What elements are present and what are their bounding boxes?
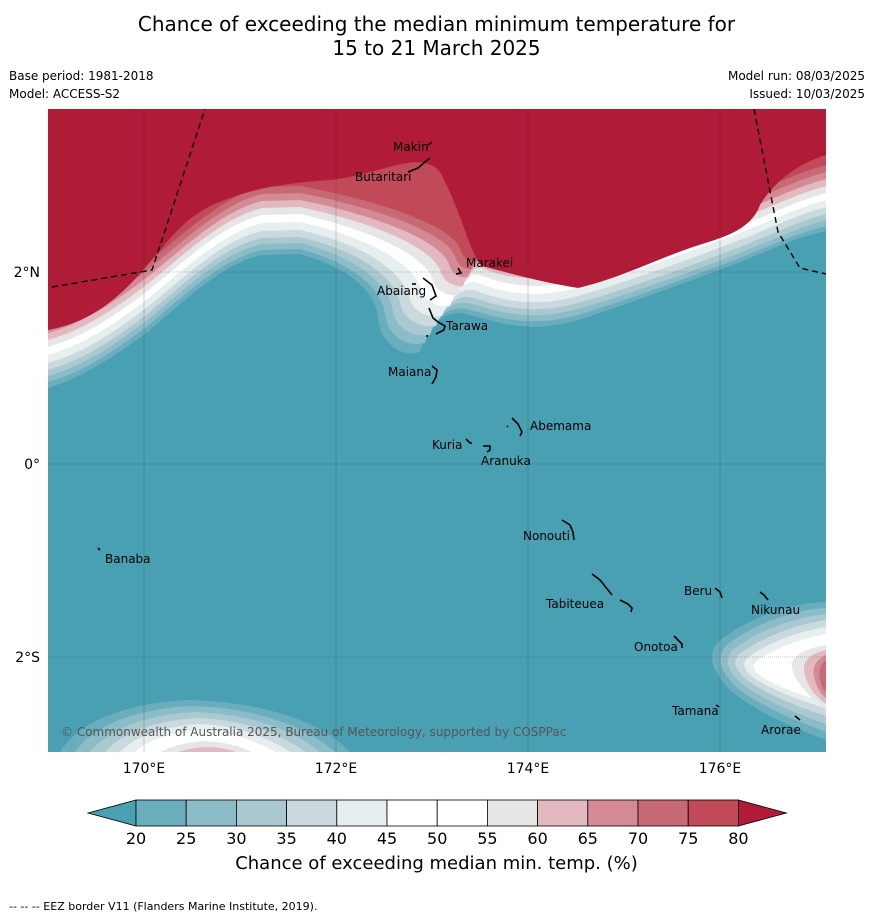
- colorbar-tick-label: 80: [728, 829, 748, 848]
- colorbar-tick-label: 30: [226, 829, 246, 848]
- place-label-abemama: Abemama: [530, 419, 591, 433]
- islands: [97, 141, 801, 721]
- lon-label-170e: 170°E: [123, 761, 166, 777]
- colorbar-tick-label: 40: [327, 829, 347, 848]
- colorbar-bin: [687, 799, 739, 827]
- colorbar-tick-label: 75: [678, 829, 698, 848]
- place-label-nikunau: Nikunau: [751, 603, 800, 617]
- colorbar-tick-label: 50: [427, 829, 447, 848]
- colorbar-bin: [637, 799, 689, 827]
- axis-labels: 2°N 0° 2°S 170°E 172°E 174°E 176°E: [14, 265, 742, 777]
- lon-label-172e: 172°E: [315, 761, 358, 777]
- colorbar-bin: [185, 799, 237, 827]
- meridians: [143, 109, 721, 752]
- place-label-banaba: Banaba: [105, 552, 151, 566]
- colorbar-tick-label: 65: [578, 829, 598, 848]
- colorbar-tick-label: 45: [377, 829, 397, 848]
- place-label-tarawa: Tarawa: [445, 319, 488, 333]
- lat-label-0: 0°: [24, 457, 40, 473]
- colorbar-tick-label: 20: [126, 829, 146, 848]
- lat-label-2s: 2°S: [15, 650, 40, 666]
- place-label-tamana: Tamana: [671, 704, 719, 718]
- colorbar-bin: [486, 799, 538, 827]
- place-label-maiana: Maiana: [388, 365, 431, 379]
- map-title: Chance of exceeding the median minimum t…: [0, 12, 873, 60]
- place-label-aranuka: Aranuka: [481, 454, 531, 468]
- map-panel: [48, 109, 826, 752]
- title-line-1: Chance of exceeding the median minimum t…: [137, 12, 736, 36]
- colorbar-bin: [436, 799, 488, 827]
- place-label-onotoa: Onotoa: [634, 640, 678, 654]
- colorbar-bin: [235, 799, 287, 827]
- colorbar-min-arrow: [86, 799, 137, 827]
- place-label-marakei: Marakei: [466, 256, 513, 270]
- lon-label-174e: 174°E: [507, 761, 550, 777]
- place-label-makin: Makin: [393, 140, 429, 154]
- place-label-butaritari: Butaritari: [355, 170, 412, 184]
- southwest-contours: [60, 700, 350, 752]
- southeast-contours: [711, 602, 826, 740]
- title-line-2: 15 to 21 March 2025: [332, 36, 541, 60]
- place-label-arorae: Arorae: [761, 723, 801, 737]
- lat-label-2n: 2°N: [14, 265, 40, 281]
- base-period: Base period: 1981-2018: [9, 69, 154, 83]
- place-label-beru: Beru: [684, 584, 712, 598]
- gridlines: [48, 271, 826, 658]
- model-name: Model: ACCESS-S2: [9, 87, 121, 101]
- colorbar-bin: [587, 799, 639, 827]
- eez-footnote: -- -- -- EEZ border V11 (Flanders Marine…: [9, 900, 318, 913]
- model-run: Model run: 08/03/2025: [727, 69, 865, 83]
- colorbar-bin: [537, 799, 589, 827]
- place-label-kuria: Kuria: [432, 438, 463, 452]
- north-contours: [48, 109, 826, 388]
- place-label-nonouti: Nonouti: [523, 529, 570, 543]
- colorbar-tick-label: 25: [176, 829, 196, 848]
- colorbar-tick-label: 70: [628, 829, 648, 848]
- colorbar-max-arrow: [738, 799, 788, 827]
- issued-date: Issued: 10/03/2025: [749, 87, 865, 101]
- eez-border: [51, 109, 826, 288]
- colorbar-tick-label: 35: [276, 829, 296, 848]
- colorbar: 20 25 30 35 40 45 50 55 60 65 70 75 80: [86, 799, 788, 848]
- place-label-abaiang: Abaiang: [377, 284, 426, 298]
- colorbar-bin: [336, 799, 388, 827]
- colorbar-bin: [286, 799, 338, 827]
- colorbar-tick-label: 60: [527, 829, 547, 848]
- colorbar-label: Chance of exceeding median min. temp. (%…: [235, 853, 638, 874]
- lon-label-176e: 176°E: [699, 761, 742, 777]
- colorbar-tick-label: 55: [477, 829, 497, 848]
- place-labels: Makin Butaritari Marakei Abaiang Tarawa …: [105, 140, 801, 737]
- colorbar-bin: [135, 799, 187, 827]
- place-label-tabiteuea: Tabiteuea: [545, 597, 604, 611]
- copyright-notice: © Commonwealth of Australia 2025, Bureau…: [61, 725, 566, 739]
- colorbar-bin: [386, 799, 438, 827]
